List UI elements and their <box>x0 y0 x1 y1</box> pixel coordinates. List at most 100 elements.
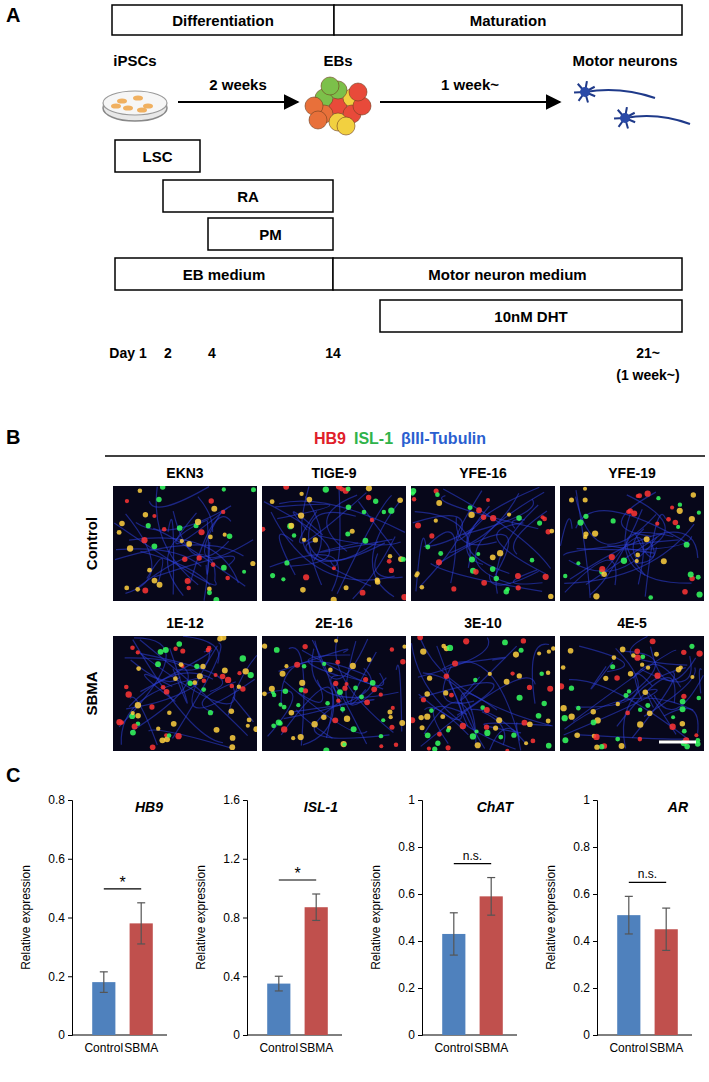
nucleus <box>262 691 267 696</box>
nucleus <box>322 662 326 666</box>
nucleus <box>401 557 406 562</box>
stain-title: HB9ISL-1βIII-Tubulin <box>314 430 486 447</box>
nucleus <box>243 668 249 674</box>
significance-label: n.s. <box>463 849 482 863</box>
panel-b: HB9ISL-1βIII-TubulinControlEKN3TIGE-9YFE… <box>83 430 705 754</box>
nucleus <box>299 492 303 496</box>
y-tick-mark <box>243 859 247 860</box>
fiber <box>233 697 253 721</box>
nucleus <box>679 665 683 669</box>
micrograph <box>113 486 257 601</box>
fiber <box>129 673 213 707</box>
nucleus <box>300 587 306 593</box>
nucleus <box>436 500 442 506</box>
fiber <box>560 519 572 546</box>
y-tick: 1 <box>583 793 597 807</box>
x-tick: SBMA <box>299 1035 333 1055</box>
nucleus <box>463 638 469 644</box>
nucleus <box>344 716 350 722</box>
nucleus <box>530 558 535 563</box>
nucleus <box>519 648 524 653</box>
y-tick: 0.4 <box>398 934 422 948</box>
fiber <box>575 648 639 707</box>
nucleus <box>469 556 475 562</box>
fiber <box>138 555 215 588</box>
error-bar-cap <box>450 912 458 913</box>
panel-label: C <box>6 764 20 786</box>
nucleus <box>536 713 542 719</box>
y-axis-title: Relative expression <box>19 865 33 970</box>
nucleus <box>389 715 393 719</box>
fiber <box>320 539 393 552</box>
nucleus <box>527 721 533 727</box>
nucleus <box>157 582 163 588</box>
nucleus <box>689 516 695 522</box>
bar-chart: 00.20.40.60.8ControlSBMARelative express… <box>19 793 167 1054</box>
nucleus <box>425 544 430 549</box>
x-tick: Control <box>259 1035 298 1055</box>
nucleus <box>638 707 642 711</box>
nucleus <box>591 720 597 726</box>
y-tick-label: 1.6 <box>223 793 240 807</box>
y-tick: 0.6 <box>573 887 597 901</box>
nucleus <box>628 508 633 513</box>
nucleus <box>278 721 283 726</box>
nucleus <box>583 514 588 519</box>
bar <box>267 984 290 1035</box>
nucleus <box>560 705 566 711</box>
nucleus <box>214 673 218 677</box>
nucleus <box>119 521 125 527</box>
nucleus <box>440 714 445 719</box>
y-tick-label: 0.2 <box>48 970 65 984</box>
dish-rim <box>103 91 167 115</box>
y-tick: 0.2 <box>48 970 72 984</box>
nucleus <box>443 690 448 695</box>
nucleus <box>621 558 627 564</box>
nucleus <box>635 559 639 563</box>
fiber <box>140 650 211 691</box>
nucleus <box>351 726 357 732</box>
nucleus <box>481 515 486 520</box>
nucleus <box>473 678 477 682</box>
nucleus <box>323 486 329 492</box>
nucleus <box>583 487 587 491</box>
y-axis: 00.20.40.60.8 <box>48 793 72 1042</box>
cell-line-label: YFE-16 <box>459 465 507 481</box>
nucleus <box>379 693 383 697</box>
nucleus <box>201 687 206 692</box>
nucleus <box>251 487 256 492</box>
error-bar-cap <box>275 990 283 991</box>
fiber <box>569 680 689 740</box>
cell-line-label: 2E-16 <box>315 615 353 631</box>
nucleus <box>640 654 645 659</box>
nucleus <box>671 715 675 719</box>
x-tick: Control <box>84 1035 123 1055</box>
y-tick: 0.6 <box>398 887 422 901</box>
nucleus <box>287 523 293 529</box>
nucleus <box>515 573 521 579</box>
y-tick: 0.4 <box>223 970 247 984</box>
y-tick: 1 <box>408 793 422 807</box>
nucleus <box>601 572 606 577</box>
medium-label-box <box>115 258 333 290</box>
error-bar-cap <box>100 971 108 972</box>
nucleus <box>680 706 686 712</box>
nucleus <box>200 664 205 669</box>
nucleus <box>313 537 318 542</box>
nucleus <box>628 671 633 676</box>
treatment-label: PM <box>259 226 282 243</box>
cell-line-label: 3E-10 <box>464 615 502 631</box>
nucleus <box>415 522 421 528</box>
nucleus <box>379 734 383 738</box>
nucleus <box>694 733 698 737</box>
nucleus <box>615 737 620 742</box>
nucleus <box>549 529 554 534</box>
y-tick-label: 0 <box>58 1028 65 1042</box>
chart-title: HB9 <box>135 799 163 815</box>
y-tick: 0 <box>583 1028 597 1042</box>
chart-title: ISL-1 <box>304 799 338 815</box>
nucleus <box>211 506 217 512</box>
nucleus <box>339 487 344 492</box>
nucleus <box>481 580 487 586</box>
fiber <box>372 500 400 596</box>
